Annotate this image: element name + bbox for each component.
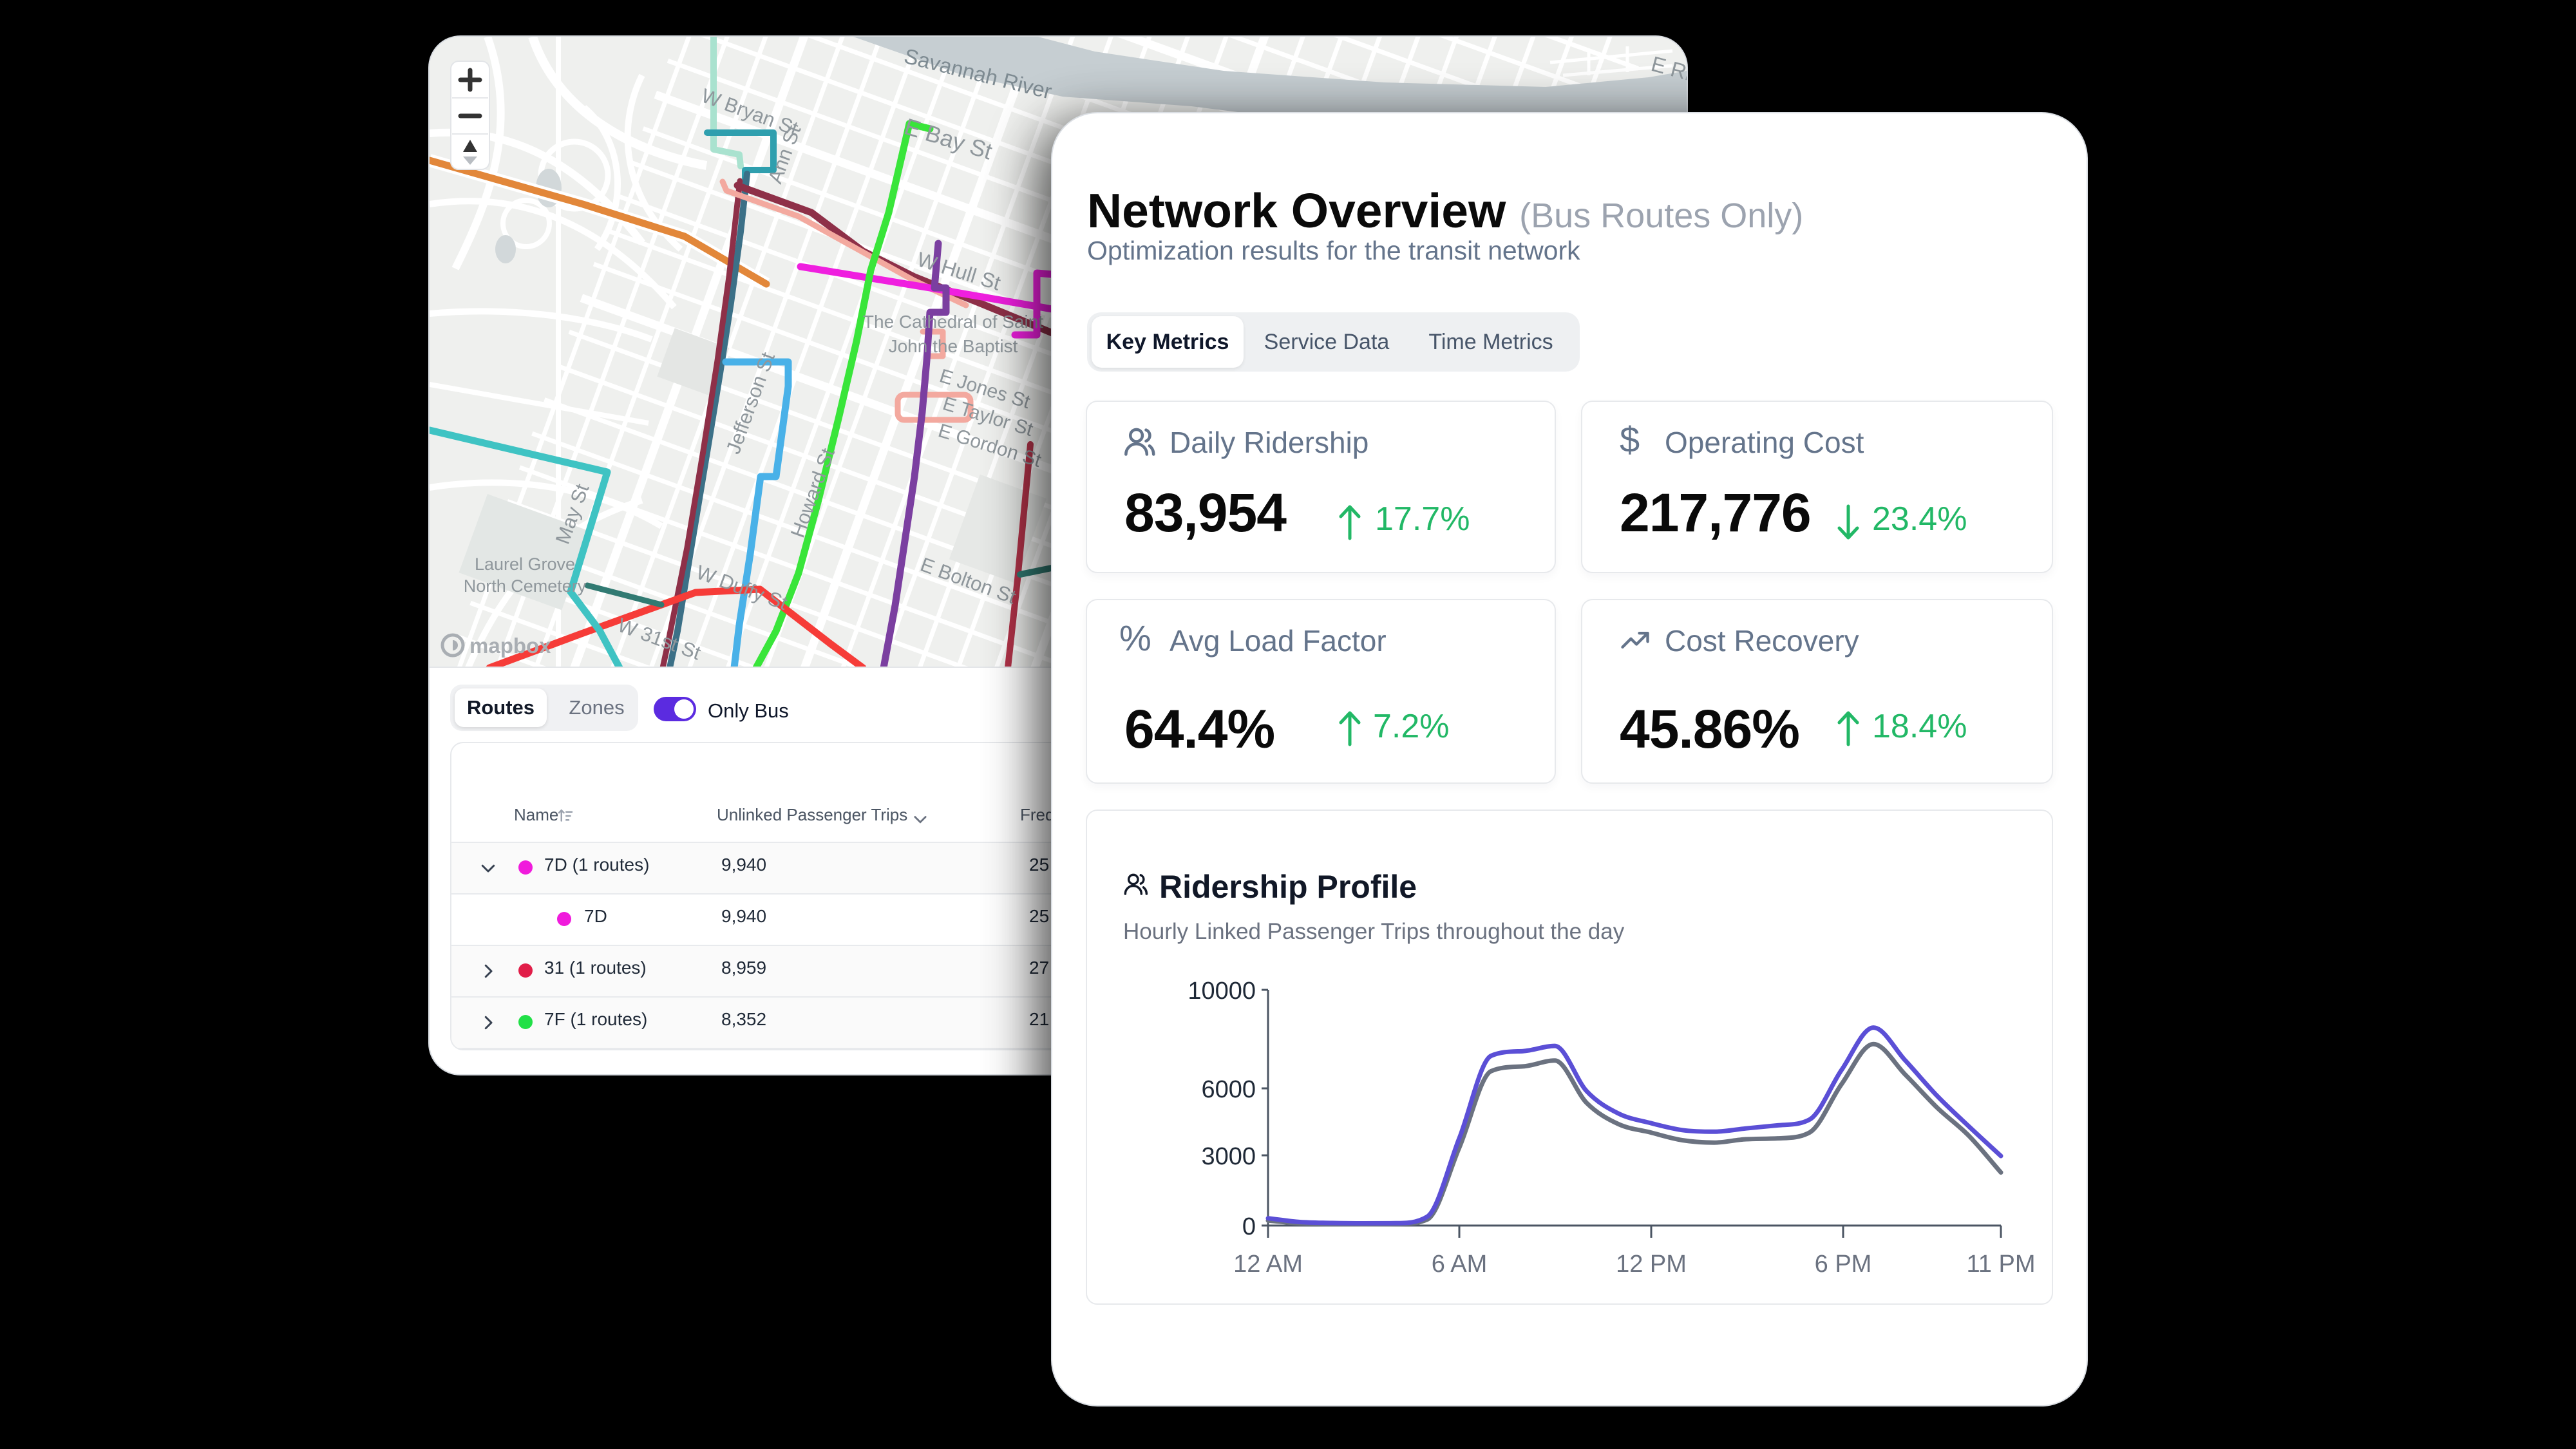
- svg-text:John the Baptist: John the Baptist: [889, 336, 1018, 356]
- svg-text:6 AM: 6 AM: [1432, 1251, 1488, 1278]
- svg-text:3000: 3000: [1201, 1143, 1256, 1170]
- svg-text:10000: 10000: [1188, 978, 1256, 1005]
- svg-text:6000: 6000: [1201, 1076, 1256, 1103]
- svg-text:Laurel Grove: Laurel Grove: [475, 554, 575, 574]
- svg-text:12 PM: 12 PM: [1616, 1251, 1687, 1278]
- svg-text:6 PM: 6 PM: [1815, 1251, 1872, 1278]
- svg-text:North Cemetery: North Cemetery: [464, 576, 587, 596]
- svg-text:0: 0: [1242, 1213, 1256, 1240]
- svg-text:The Cathedral of Saint: The Cathedral of Saint: [863, 312, 1043, 332]
- svg-text:11 PM: 11 PM: [1966, 1251, 2035, 1278]
- svg-text:mapbox: mapbox: [469, 634, 551, 658]
- svg-text:12 AM: 12 AM: [1233, 1251, 1303, 1278]
